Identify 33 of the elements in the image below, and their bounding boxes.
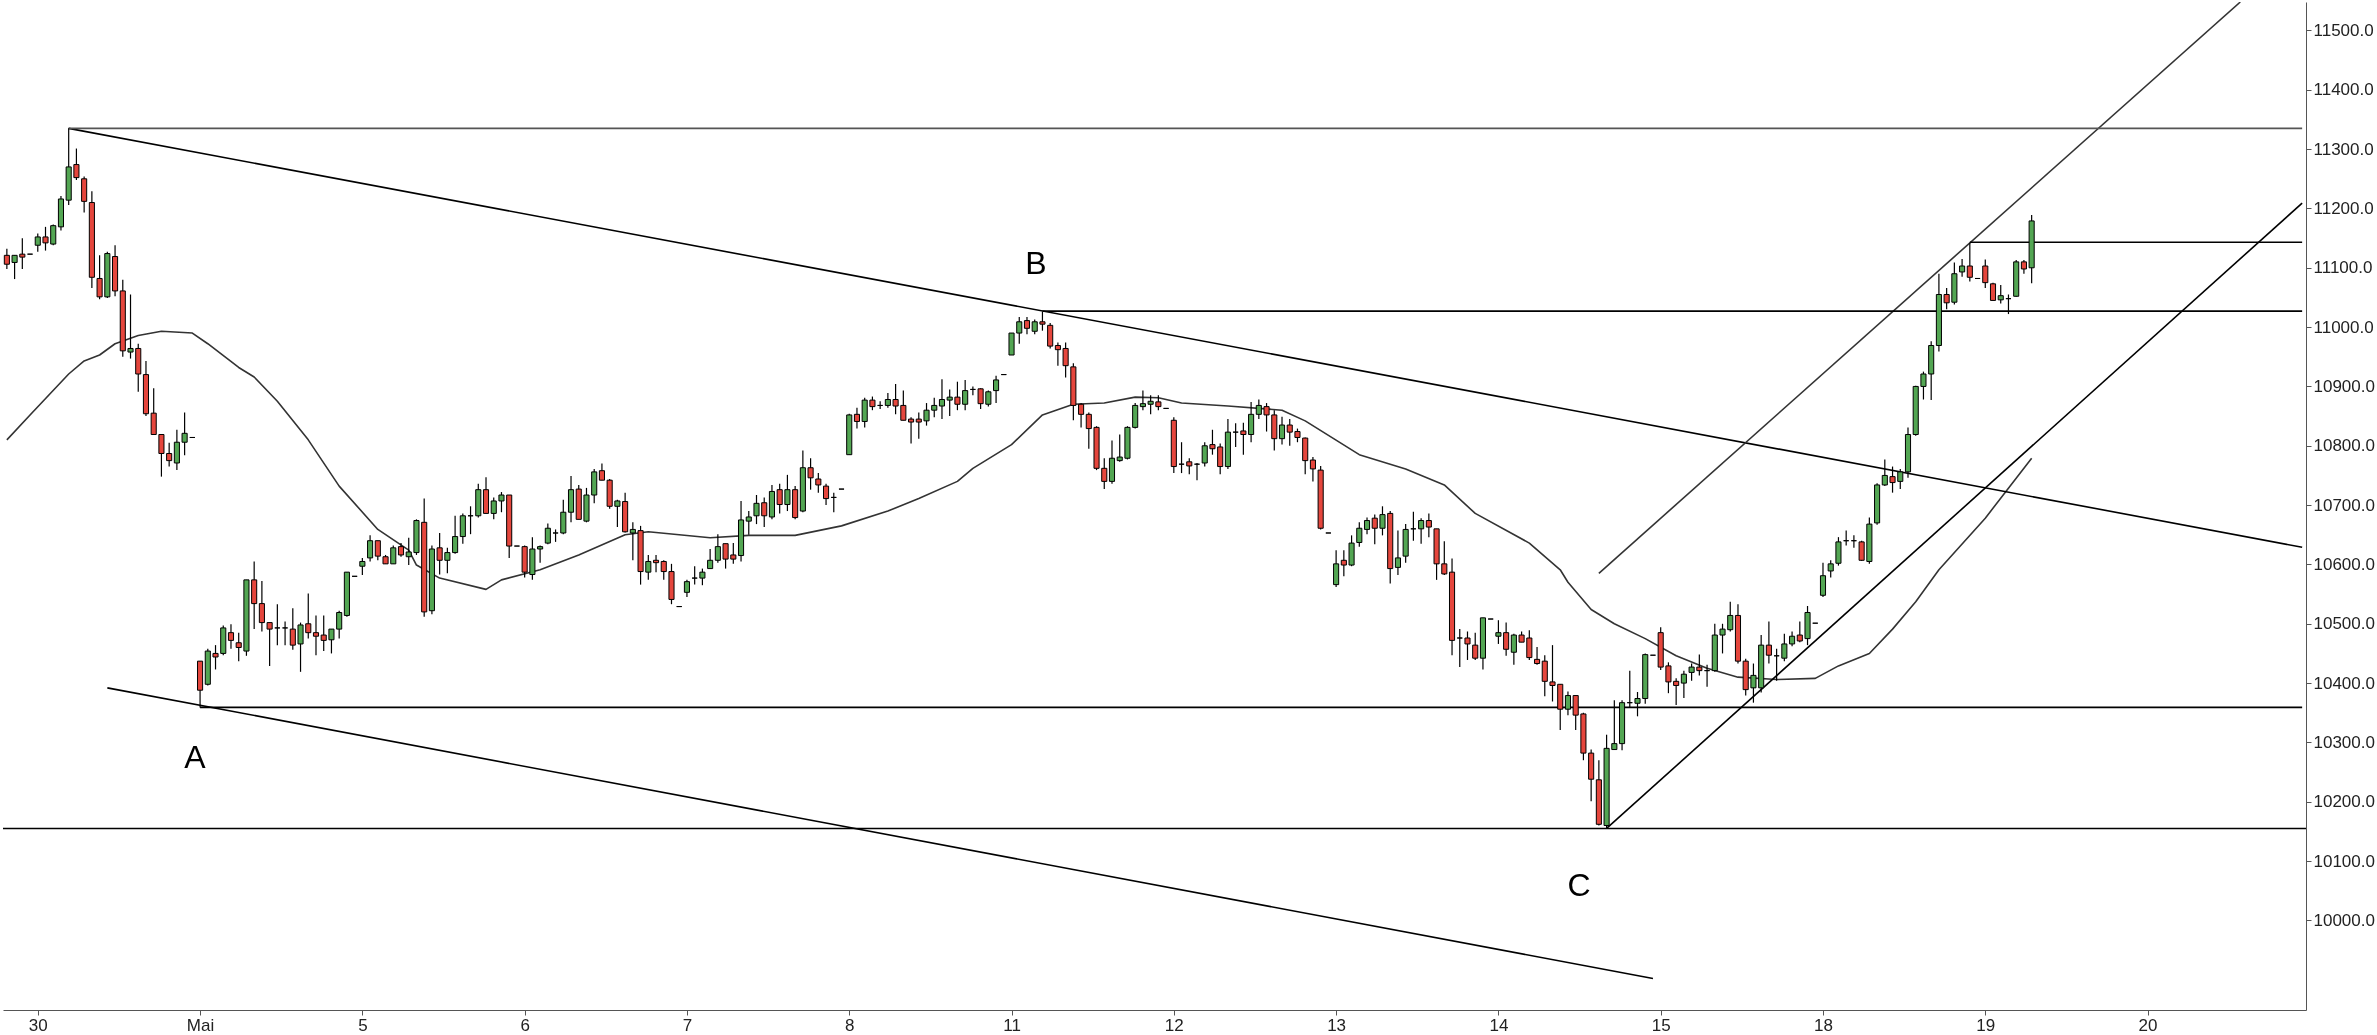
- y-tick-label: 10700.0: [2313, 495, 2375, 515]
- x-tick-label: 19: [1976, 1015, 1996, 1035]
- annotation: B: [1025, 245, 1047, 281]
- y-tick-label: 11000.0: [2313, 317, 2374, 337]
- x-tick-label: 13: [1327, 1015, 1347, 1035]
- x-tick-label: 20: [2138, 1015, 2158, 1035]
- y-tick-label: 10100.0: [2313, 851, 2375, 871]
- y-tick-label: 10500.0: [2313, 614, 2375, 634]
- x-tick-label: 30: [28, 1015, 48, 1035]
- x-tick-label: 7: [682, 1015, 693, 1035]
- y-tick-label: 11100.0: [2313, 258, 2373, 278]
- x-tick-label: 12: [1164, 1015, 1184, 1035]
- y-tick-label: 10000.0: [2313, 910, 2375, 930]
- y-tick-label: 10800.0: [2313, 436, 2375, 456]
- annotation: C: [1567, 867, 1591, 903]
- x-tick-label: 8: [845, 1015, 855, 1035]
- y-tick-label: 10600.0: [2313, 554, 2375, 574]
- x-tick-label: 11: [1003, 1015, 1021, 1035]
- y-tick-label: 10200.0: [2313, 792, 2375, 812]
- x-tick-label: 6: [520, 1015, 530, 1035]
- x-tick-label: 5: [358, 1015, 368, 1035]
- x-tick-label: 15: [1651, 1015, 1671, 1035]
- y-tick-label: 11500.0: [2313, 20, 2374, 40]
- y-tick-label: 10900.0: [2313, 376, 2375, 396]
- y-tick-label: 11400.0: [2313, 80, 2374, 100]
- y-tick-label: 10400.0: [2313, 673, 2375, 693]
- x-tick-label: 18: [1814, 1015, 1833, 1035]
- y-tick-label: 11200.0: [2313, 198, 2374, 218]
- x-tick-label: Mai: [186, 1015, 215, 1035]
- x-tick-label: 14: [1489, 1015, 1509, 1035]
- annotation: A: [184, 739, 207, 775]
- y-tick-label: 10300.0: [2313, 732, 2375, 752]
- y-tick-label: 11300.0: [2313, 139, 2374, 159]
